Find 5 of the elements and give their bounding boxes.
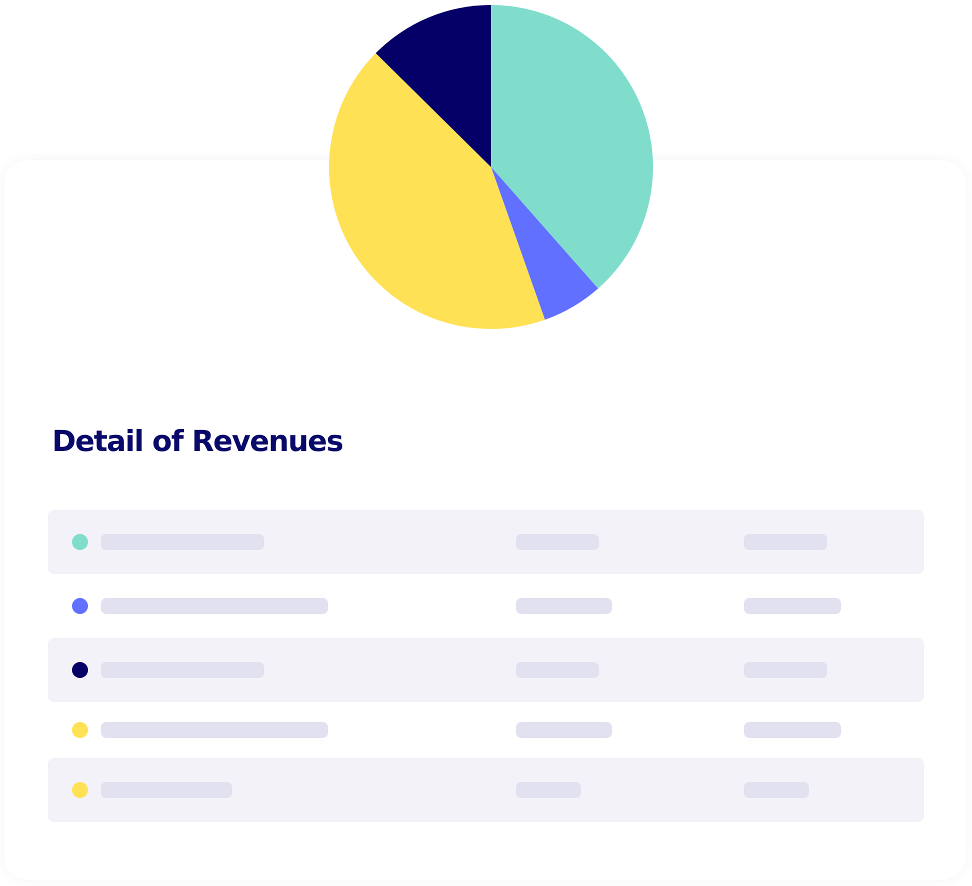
pie-slice	[491, 167, 598, 320]
pie-slice	[491, 5, 653, 289]
pie-slice	[329, 53, 545, 329]
pie-slice	[376, 5, 491, 167]
text: Detail of Revenues	[52, 424, 343, 458]
